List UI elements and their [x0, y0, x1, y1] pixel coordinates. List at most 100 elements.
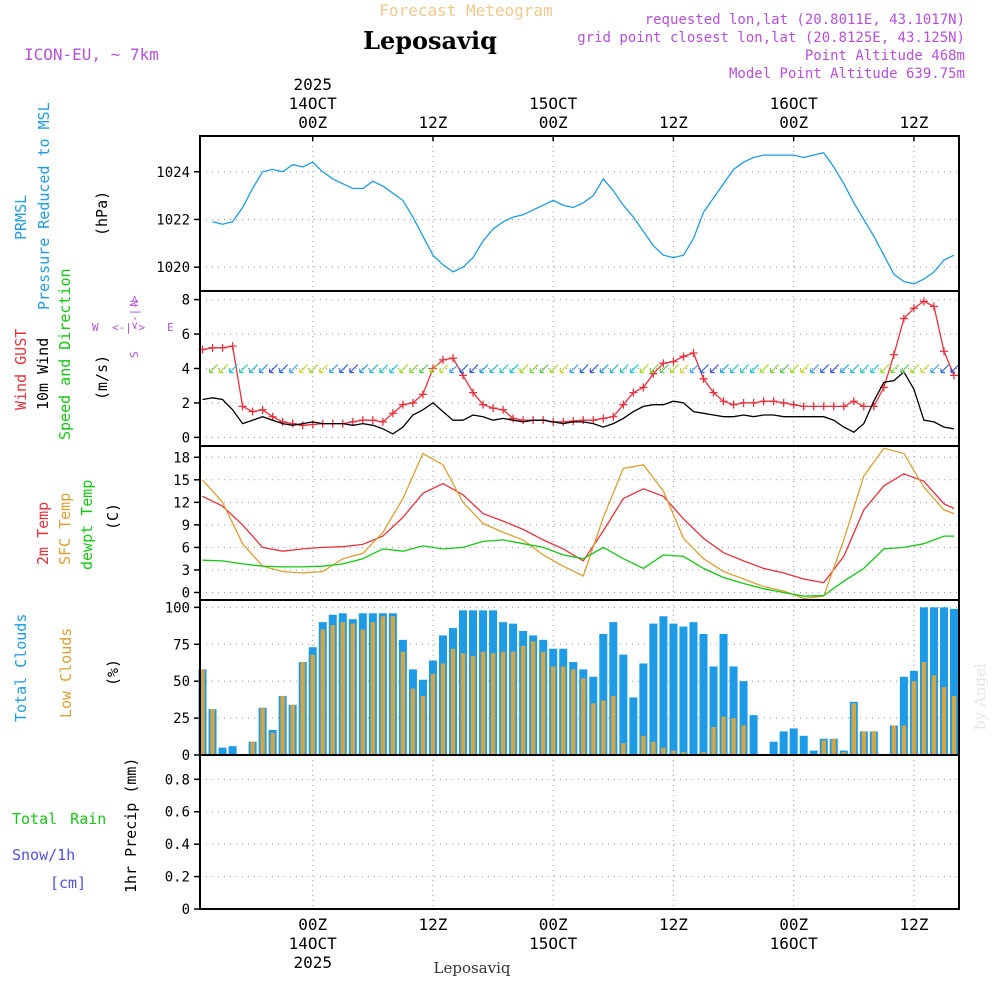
- total-cloud-bar: [789, 728, 798, 755]
- time-label-bottom: 12Z: [419, 915, 448, 934]
- precip-unit: 1hr Precip (mm): [122, 758, 140, 893]
- time-label-bottom: 15OCT: [529, 934, 578, 953]
- wind-arrow: [629, 364, 639, 374]
- wind-gust-label: Wind GUST: [12, 329, 30, 410]
- gust-marker: [739, 398, 748, 407]
- gust-marker: [909, 304, 918, 313]
- total-clouds-label: Total Clouds: [12, 614, 30, 722]
- low-cloud-bar: [651, 741, 656, 755]
- low-cloud-bar: [701, 752, 706, 755]
- time-label-top: 16OCT: [770, 94, 819, 113]
- credit-watermark: by Angel: [971, 663, 989, 730]
- gust-marker: [929, 302, 938, 311]
- low-cloud-bar: [370, 622, 376, 755]
- wind-arrow: [800, 364, 810, 374]
- wind-arrow: [339, 364, 349, 374]
- low-cloud-bar: [821, 740, 826, 755]
- gust-marker: [849, 397, 858, 406]
- panel-frame-precip: [199, 754, 960, 910]
- wind-arrow: [950, 364, 960, 374]
- snow-label: Snow/1h: [12, 846, 75, 864]
- ytick-label-temp: 15: [173, 473, 190, 489]
- low-cloud-bar: [911, 681, 917, 755]
- wind-speed-dir-label: Speed and Direction: [56, 268, 74, 440]
- wind-arrow: [489, 364, 499, 374]
- time-label-bottom: 00Z: [779, 915, 808, 934]
- low-cloud-bar: [851, 703, 856, 755]
- compass-west: W: [92, 321, 99, 334]
- wind-arrow: [289, 364, 299, 374]
- wind-arrow: [719, 364, 729, 374]
- pressure-unit: (hPa): [93, 191, 111, 236]
- wind-arrow: [930, 364, 940, 374]
- ytick-label-clouds: 50: [173, 674, 190, 690]
- low-cloud-bar: [320, 629, 325, 755]
- gust-marker: [268, 412, 277, 421]
- low-cloud-bar: [400, 651, 406, 755]
- wind-arrow: [870, 364, 880, 374]
- time-label-bottom: 00Z: [298, 915, 327, 934]
- gust-marker: [238, 402, 247, 411]
- gust-marker: [719, 397, 728, 406]
- wind-arrow: [609, 364, 619, 374]
- total-cloud-bar: [228, 746, 237, 755]
- wind-arrow: [830, 364, 840, 374]
- wind-arrow: [529, 364, 539, 374]
- cloud-panel-labels: Total Clouds Low Clouds (%): [12, 614, 122, 722]
- gust-marker: [649, 369, 658, 378]
- wind-arrow: [679, 364, 689, 374]
- wind-arrow: [729, 364, 739, 374]
- gust-marker: [599, 414, 608, 423]
- gust-marker: [398, 400, 407, 409]
- wind-arrow: [238, 364, 249, 374]
- gust-marker: [689, 349, 698, 357]
- total-cloud-bar: [619, 654, 628, 755]
- low-cloud-bar: [510, 651, 516, 755]
- time-label-bottom: 12Z: [659, 915, 688, 934]
- wind-arrow: [469, 364, 479, 374]
- total-cloud-bar: [609, 622, 618, 755]
- ytick-label-temp: 3: [182, 563, 190, 579]
- total-cloud-bar: [669, 623, 678, 755]
- gust-marker: [789, 400, 798, 409]
- wind-arrow: [649, 364, 659, 374]
- series-dewpt-temp: [202, 535, 954, 597]
- low-cloud-bar: [621, 743, 626, 755]
- gust-marker: [919, 297, 928, 306]
- wind-arrow: [669, 364, 679, 374]
- time-label-top: 12Z: [659, 113, 688, 132]
- total-cloud-bar: [218, 747, 227, 755]
- wind-arrow: [910, 364, 920, 374]
- requested-lonlat: requested lon,lat (20.8011E, 43.1017N): [645, 12, 965, 28]
- gust-marker: [278, 417, 287, 426]
- wind-arrow: [379, 364, 389, 374]
- low-cloud-bar: [410, 688, 416, 755]
- gust-marker: [679, 352, 688, 361]
- gust-marker: [839, 402, 848, 411]
- total-cloud-bar: [719, 633, 728, 755]
- wind-arrow: [479, 364, 489, 374]
- wind-arrow: [900, 364, 910, 374]
- model-label: ICON-EU, ~ 7km: [24, 45, 159, 64]
- ytick-label-precip: 0.4: [165, 837, 190, 853]
- low-cloud-bar: [891, 725, 897, 755]
- time-label-top: 00Z: [539, 113, 568, 132]
- wind-arrow: [709, 364, 719, 374]
- low-cloud-bar: [861, 731, 867, 755]
- ytick-label-precip: 0.2: [165, 870, 190, 886]
- wind-arrow: [569, 364, 579, 374]
- low-cloud-bar: [540, 651, 546, 755]
- ytick-label-clouds: 75: [173, 637, 190, 653]
- wind-arrow: [259, 364, 269, 374]
- model-point-altitude: Model Point Altitude 639.75m: [729, 66, 965, 82]
- total-cloud-bar: [639, 663, 648, 755]
- wind-arrow: [409, 364, 419, 374]
- location-title: Leposaviq: [363, 26, 497, 55]
- ytick-label-temp: 0: [182, 585, 190, 601]
- low-cloud-bar: [530, 641, 536, 755]
- low-cloud-bar: [470, 656, 476, 755]
- ytick-label-precip: 0.6: [165, 805, 190, 821]
- gust-marker: [579, 416, 588, 425]
- wind-panel-labels: Wind GUST 10m Wind Speed and Direction (…: [12, 268, 174, 440]
- wind-arrow: [519, 364, 529, 374]
